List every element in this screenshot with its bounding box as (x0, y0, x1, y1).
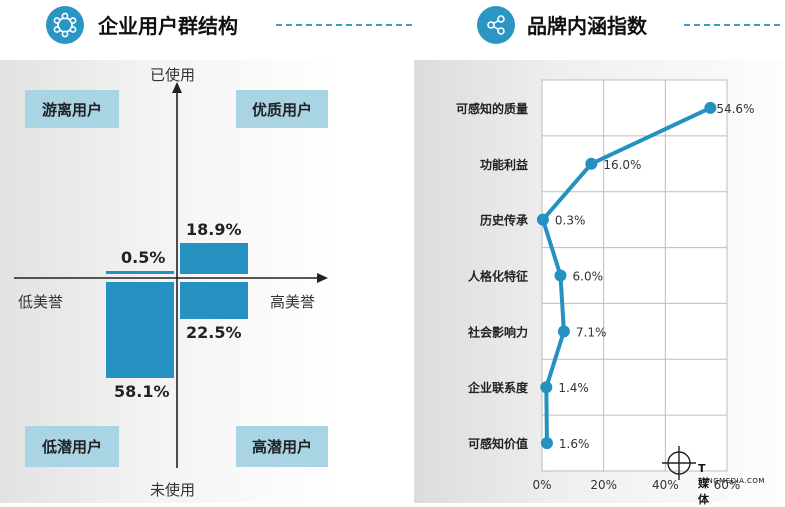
data-point (540, 437, 553, 450)
bar-top-left (106, 271, 174, 274)
value-label-bottom-left: 58.1% (114, 382, 170, 401)
category-label: 功能利益 (480, 157, 528, 172)
data-point (554, 269, 567, 282)
category-label: 人格化特征 (468, 269, 528, 284)
data-label: 7.1% (576, 325, 607, 339)
bar-bottom-left (106, 282, 174, 378)
data-point (557, 325, 570, 338)
axis-left-label: 低美誉 (18, 293, 64, 311)
x-tick-label: 60% (714, 478, 741, 492)
share-icon (477, 6, 515, 44)
axis-bottom-label: 未使用 (150, 481, 196, 499)
quadrant-bottom-right-label: 高潜用户 (236, 426, 328, 467)
category-label: 可感知的质量 (456, 101, 528, 116)
right-header-divider (684, 24, 780, 26)
axis-top-label: 已使用 (150, 66, 196, 84)
quadrant-bottom-left-label: 低潜用户 (25, 426, 119, 467)
user-structure-panel: 游离用户 优质用户 低潜用户 高潜用户 已使用 未使用 低美誉 高美誉 0.5%… (0, 60, 340, 503)
data-point (540, 381, 553, 394)
watermark-main: T媒体 (698, 462, 709, 506)
left-header-divider (276, 24, 412, 26)
value-label-top-right: 18.9% (186, 219, 242, 239)
value-label-top-left: 0.5% (121, 248, 166, 267)
category-label: 可感知价值 (468, 436, 528, 451)
quadrant-top-left-label: 游离用户 (25, 90, 119, 128)
data-label: 54.6% (716, 102, 754, 116)
bar-bottom-right (180, 282, 248, 320)
data-label: 6.0% (573, 270, 604, 284)
x-tick-label: 40% (652, 478, 679, 492)
data-label: 0.3% (555, 214, 586, 228)
category-label: 历史传承 (480, 213, 528, 228)
plot-area (541, 79, 728, 472)
brand-index-chart: 0% 20% 40% 60% 可感知的质量功能利益历史传承人格化特征社会影响力企业联系度… (456, 79, 754, 492)
data-point (704, 101, 717, 114)
data-label: 1.6% (559, 437, 590, 451)
data-point (585, 157, 598, 170)
value-label-bottom-right: 22.5% (186, 323, 242, 343)
data-point (536, 213, 549, 226)
left-section-title: 企业用户群结构 (98, 14, 238, 38)
right-section-title: 品牌内涵指数 (527, 14, 647, 38)
category-label: 社会影响力 (467, 324, 528, 339)
data-label: 1.4% (558, 381, 589, 395)
data-label: 16.0% (603, 158, 641, 172)
brand-index-panel: 0% 20% 40% 60% 可感知的质量功能利益历史传承人格化特征社会影响力企业联系度… (414, 60, 785, 506)
axis-right-label: 高美誉 (270, 293, 316, 311)
x-tick-label: 20% (590, 478, 617, 492)
category-label: 企业联系度 (467, 380, 529, 395)
quadrant-top-right-label: 优质用户 (236, 90, 328, 128)
watermark-sub: TANGMEDIA.COM (698, 477, 765, 485)
x-tick-label: 0% (532, 478, 551, 492)
bar-top-right (180, 242, 248, 274)
network-hexagon-icon (46, 6, 84, 44)
quadrant-axes (14, 82, 328, 468)
